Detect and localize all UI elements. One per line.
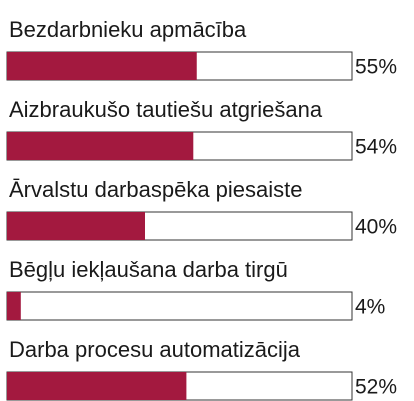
category-label: Bēgļu iekļaušana darba tirgū [9, 257, 288, 282]
value-label: 40% [355, 216, 397, 239]
bar-track [6, 291, 353, 321]
bar [7, 212, 145, 240]
bar [7, 52, 197, 80]
category-label: Ārvalstu darbaspēka piesaiste [9, 177, 303, 202]
bar [7, 132, 194, 160]
category-label: Bezdarbnieku apmācība [9, 17, 247, 42]
bar [7, 372, 187, 400]
category-label: Darba procesu automatizācija [9, 337, 301, 362]
bar [7, 292, 21, 320]
category-label: Aizbraukušo tautiešu atgriešana [9, 97, 323, 122]
value-label: 52% [355, 376, 397, 399]
value-label: 4% [355, 296, 385, 319]
value-label: 54% [355, 136, 397, 159]
value-label: 55% [355, 56, 397, 79]
